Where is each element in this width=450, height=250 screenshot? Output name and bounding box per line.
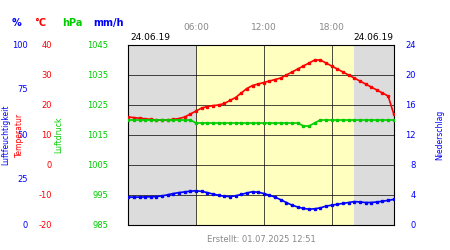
Text: 995: 995 [92,190,108,200]
Text: Niederschlag: Niederschlag [436,110,445,160]
Text: mm/h: mm/h [93,18,123,28]
Text: 24.06.19: 24.06.19 [130,32,170,42]
Text: 16: 16 [405,100,416,110]
Text: 75: 75 [18,86,28,94]
Text: 24: 24 [405,40,416,50]
Text: hPa: hPa [62,18,82,28]
Bar [196,45,354,225]
Text: 1045: 1045 [87,40,108,50]
Bar [354,45,394,225]
Text: 06:00: 06:00 [183,22,209,32]
Text: -20: -20 [39,220,52,230]
Text: 1015: 1015 [87,130,108,140]
Text: °C: °C [34,18,46,28]
Text: 985: 985 [92,220,108,230]
Text: Luftdruck: Luftdruck [54,117,63,153]
Text: 10: 10 [41,130,52,140]
Text: Temperatur: Temperatur [14,113,23,157]
Text: 1035: 1035 [87,70,108,80]
Text: 40: 40 [41,40,52,50]
Text: Erstellt: 01.07.2025 12:51: Erstellt: 01.07.2025 12:51 [207,236,315,244]
Text: 50: 50 [18,130,28,140]
Text: 18:00: 18:00 [319,22,345,32]
Text: 4: 4 [410,190,416,200]
Bar [128,45,196,225]
Text: 24.06.19: 24.06.19 [354,32,394,42]
Text: 12:00: 12:00 [251,22,277,32]
Text: 8: 8 [410,160,416,170]
Text: 1025: 1025 [87,100,108,110]
Text: 100: 100 [12,40,28,50]
Text: 0: 0 [47,160,52,170]
Text: 1005: 1005 [87,160,108,170]
Text: 12: 12 [405,130,416,140]
Text: %: % [11,18,21,28]
Text: -10: -10 [39,190,52,200]
Text: 30: 30 [41,70,52,80]
Text: Luftfeuchtigkeit: Luftfeuchtigkeit [1,105,10,165]
Text: 20: 20 [405,70,416,80]
Text: 25: 25 [18,176,28,184]
Text: 0: 0 [410,220,416,230]
Text: 20: 20 [41,100,52,110]
Text: 0: 0 [23,220,28,230]
